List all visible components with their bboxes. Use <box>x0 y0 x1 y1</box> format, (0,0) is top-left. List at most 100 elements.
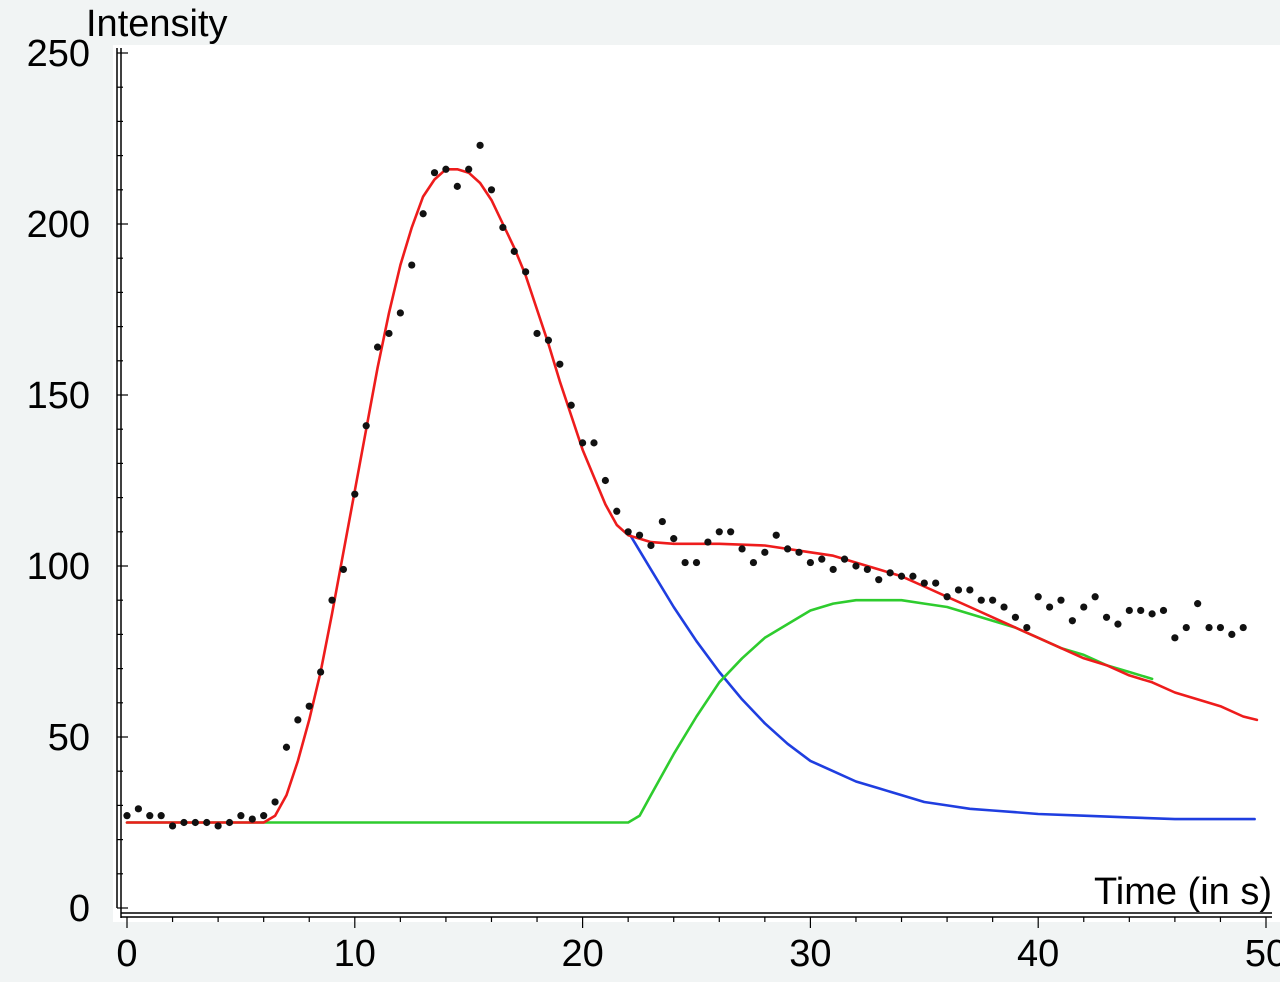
data-point <box>1057 596 1065 604</box>
data-point <box>544 336 553 344</box>
data-point <box>1091 593 1099 601</box>
series-line-1 <box>626 530 1256 821</box>
data-point <box>214 822 222 830</box>
data-point <box>670 535 678 543</box>
series-line-3 <box>125 168 1259 824</box>
data-point <box>430 169 439 177</box>
data-point <box>396 309 404 317</box>
data-point <box>840 555 849 563</box>
data-point <box>624 528 632 536</box>
data-point <box>954 586 963 594</box>
y-axis-label: Intensity <box>86 3 228 45</box>
data-point <box>579 439 587 447</box>
data-point <box>943 593 951 601</box>
data-point <box>1228 630 1236 639</box>
data-point <box>476 141 484 149</box>
data-point <box>1148 610 1156 618</box>
series-lines <box>125 168 1259 824</box>
data-point <box>1045 603 1054 611</box>
data-point <box>225 818 234 827</box>
data-point <box>692 558 701 567</box>
data-point <box>442 165 450 173</box>
data-point <box>897 572 906 580</box>
data-point <box>385 329 393 338</box>
x-tick-label: 0 <box>116 933 137 975</box>
data-point <box>1000 603 1008 611</box>
data-point <box>784 545 792 553</box>
data-point <box>510 247 518 255</box>
data-point <box>305 702 313 710</box>
data-point <box>635 531 644 539</box>
data-point <box>715 528 723 536</box>
x-axis-label: Time (in s) <box>1094 871 1272 913</box>
data-point <box>362 422 370 430</box>
data-point <box>282 743 291 751</box>
data-point <box>248 815 256 823</box>
data-point <box>146 812 154 820</box>
data-point <box>806 558 815 567</box>
data-point <box>237 812 245 820</box>
data-point <box>989 596 997 604</box>
data-point <box>533 329 541 338</box>
data-point <box>1034 593 1042 601</box>
data-point <box>1171 634 1179 642</box>
data-point <box>419 210 427 218</box>
data-point <box>522 268 530 276</box>
data-point <box>932 579 940 587</box>
data-point <box>157 812 165 820</box>
x-tick-label: 40 <box>1017 933 1059 975</box>
data-point <box>339 565 348 574</box>
data-point <box>761 548 769 556</box>
data-point <box>681 558 689 567</box>
data-point <box>373 343 382 351</box>
data-point <box>966 586 974 594</box>
data-point <box>749 558 758 567</box>
measurement-points <box>123 141 1247 830</box>
data-point <box>704 538 712 546</box>
data-point <box>863 565 871 574</box>
data-point <box>123 812 131 820</box>
data-point <box>260 812 268 820</box>
x-tick-label: 20 <box>561 933 603 975</box>
data-point <box>738 545 746 553</box>
y-tick-label: 100 <box>27 546 90 588</box>
plot-background <box>113 45 1280 922</box>
x-tick-label: 10 <box>334 933 376 975</box>
data-point <box>886 569 894 577</box>
data-point <box>1205 623 1213 632</box>
data-point <box>852 562 860 570</box>
data-point <box>487 186 496 194</box>
data-point <box>180 818 188 827</box>
data-point <box>613 507 621 515</box>
data-point <box>977 596 985 604</box>
data-point <box>1216 623 1225 632</box>
y-tick-label: 50 <box>48 717 90 759</box>
data-point <box>317 668 325 676</box>
data-point <box>328 596 336 604</box>
data-point <box>658 517 666 526</box>
data-point <box>567 401 575 409</box>
data-point <box>191 818 199 827</box>
data-point <box>1194 600 1202 608</box>
data-point <box>1068 617 1076 625</box>
data-point <box>772 531 780 539</box>
data-point <box>1114 620 1122 628</box>
y-tick-label: 200 <box>27 204 90 246</box>
data-point <box>1023 623 1031 632</box>
data-point <box>499 223 507 232</box>
data-point <box>1102 613 1111 621</box>
data-point <box>920 579 928 587</box>
data-point <box>829 565 837 574</box>
x-tick-label: 50 <box>1245 933 1280 975</box>
y-tick-label: 0 <box>69 888 90 930</box>
data-point <box>203 818 211 827</box>
data-point <box>909 572 917 580</box>
data-point <box>1125 606 1133 615</box>
data-point <box>1159 606 1168 615</box>
data-point <box>1239 623 1247 632</box>
axes: 0 50 100 150 200 250 0 10 20 30 40 50 <box>27 33 1280 975</box>
data-point <box>590 439 598 447</box>
data-point <box>1011 613 1020 621</box>
